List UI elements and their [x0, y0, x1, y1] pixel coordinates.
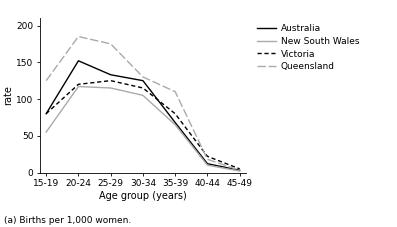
- Queensland: [108, 42, 113, 45]
- Line: Australia: Australia: [46, 61, 240, 170]
- Australia: [173, 121, 177, 124]
- Australia: [44, 112, 48, 115]
- Line: New South Wales: New South Wales: [46, 86, 240, 171]
- New South Wales: [76, 85, 81, 88]
- Australia: [141, 79, 145, 82]
- Y-axis label: rate: rate: [4, 85, 13, 105]
- Australia: [205, 162, 210, 165]
- Victoria: [44, 112, 48, 115]
- Victoria: [237, 168, 242, 170]
- Victoria: [108, 79, 113, 82]
- Australia: [76, 59, 81, 62]
- Queensland: [141, 76, 145, 78]
- New South Wales: [44, 131, 48, 133]
- New South Wales: [237, 170, 242, 173]
- Victoria: [141, 87, 145, 89]
- Text: (a) Births per 1,000 women.: (a) Births per 1,000 women.: [4, 216, 131, 225]
- New South Wales: [205, 164, 210, 167]
- Queensland: [173, 90, 177, 93]
- Queensland: [237, 169, 242, 172]
- Queensland: [76, 35, 81, 38]
- Victoria: [76, 83, 81, 86]
- X-axis label: Age group (years): Age group (years): [99, 190, 187, 200]
- New South Wales: [108, 87, 113, 89]
- Line: Victoria: Victoria: [46, 81, 240, 169]
- Line: Queensland: Queensland: [46, 37, 240, 170]
- Australia: [108, 73, 113, 76]
- Victoria: [205, 155, 210, 158]
- Australia: [237, 169, 242, 172]
- New South Wales: [141, 94, 145, 97]
- Victoria: [173, 112, 177, 115]
- Queensland: [205, 158, 210, 161]
- New South Wales: [173, 123, 177, 126]
- Legend: Australia, New South Wales, Victoria, Queensland: Australia, New South Wales, Victoria, Qu…: [255, 23, 361, 73]
- Queensland: [44, 79, 48, 82]
